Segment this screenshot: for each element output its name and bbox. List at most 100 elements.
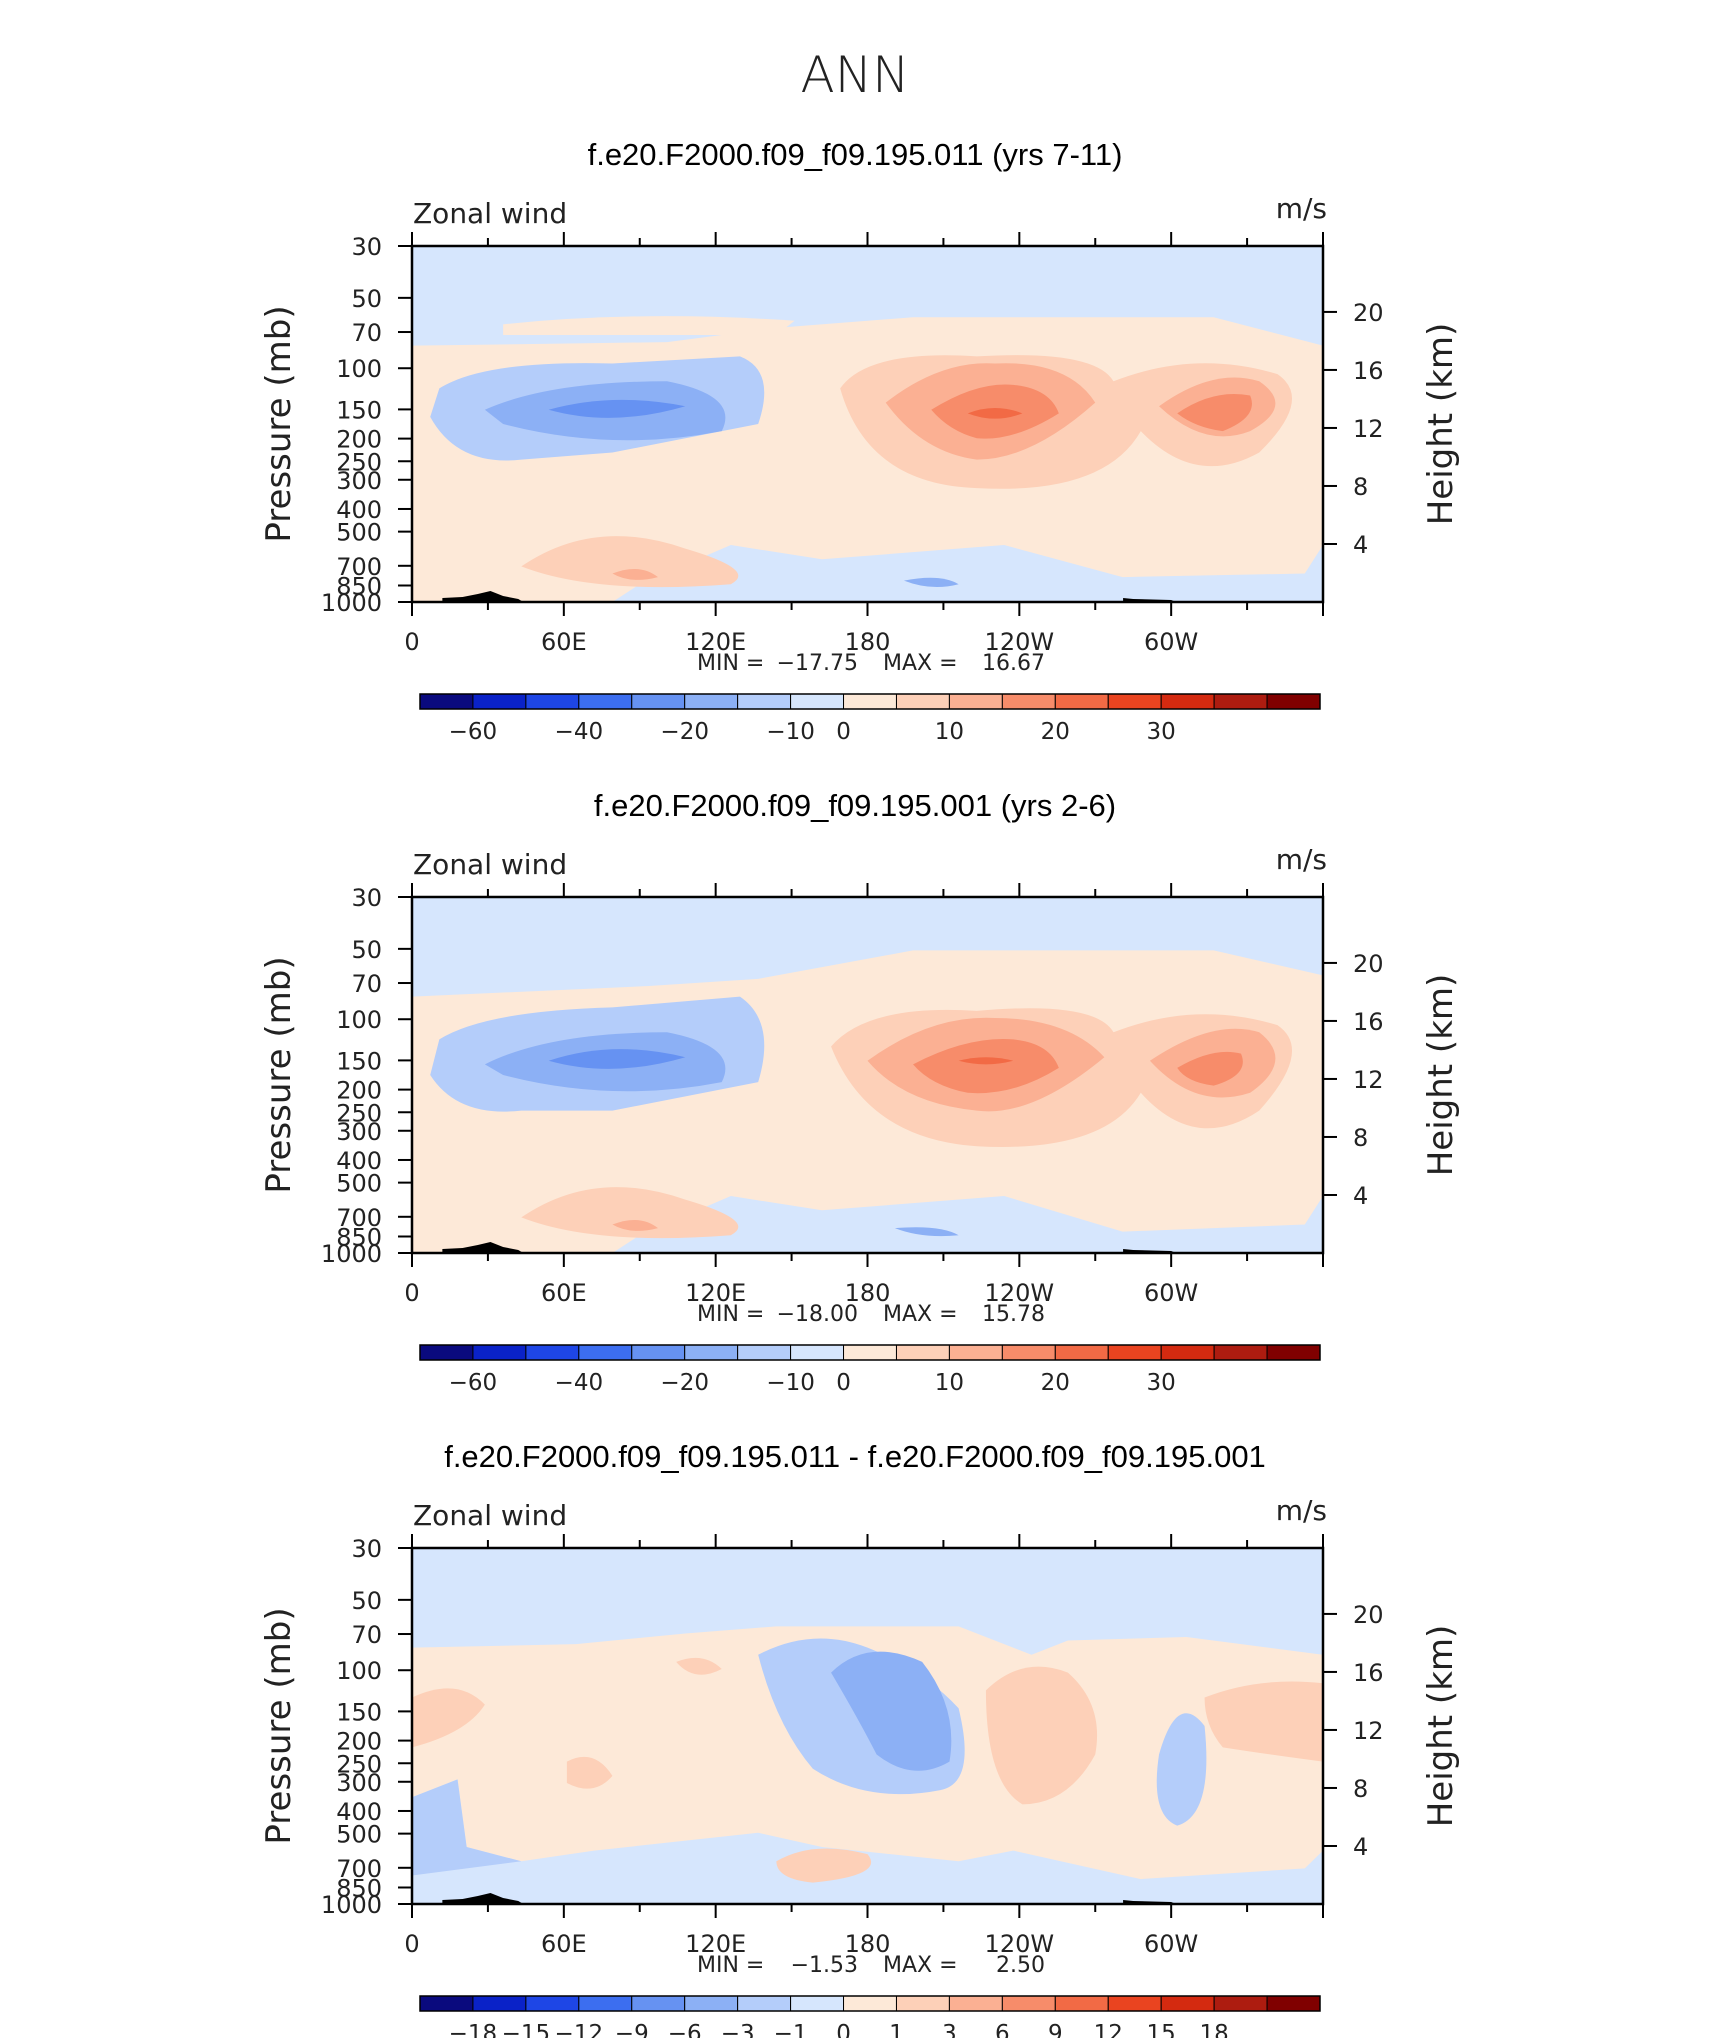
colorbar-box — [1107, 1344, 1162, 1361]
panel-1: f.e20.F2000.f09_f09.195.011 (yrs 7-11) Zo… — [259, 137, 1461, 745]
colorbar-frame — [419, 1344, 1321, 1361]
variable-label: Zonal wind — [413, 1499, 567, 1532]
x-tick-label: 120W — [985, 1930, 1055, 1958]
y-tick-label: 850 — [336, 1224, 382, 1252]
colorbar-box — [1001, 693, 1056, 710]
colorbar-box — [895, 693, 950, 710]
y2-tick-label: 20 — [1353, 299, 1384, 327]
y-tick-label: 500 — [336, 1170, 382, 1198]
colorbar-box — [419, 693, 474, 710]
contour-region-5 — [412, 1779, 522, 1876]
y-tick-label: 150 — [336, 1698, 382, 1726]
max-label: MAX = — [883, 651, 958, 676]
max-label: MAX = — [883, 1953, 958, 1978]
y2-tick-label: 4 — [1353, 531, 1368, 559]
y-tick-label: 200 — [336, 1728, 382, 1756]
colorbar-label: −40 — [555, 719, 604, 745]
contour-region-10 — [676, 1657, 722, 1675]
contour-region-3 — [831, 1651, 952, 1771]
y-tick-label: 70 — [351, 970, 382, 998]
colorbar-box — [790, 693, 845, 710]
contour-region-11 — [548, 399, 686, 418]
min-label: MIN = — [697, 651, 764, 676]
x-tick-label: 0 — [404, 628, 419, 656]
variable-label: Zonal wind — [413, 848, 567, 881]
colorbar-box — [895, 1995, 950, 2012]
x-axis: 0 60E 120E 180 120W 60W — [404, 232, 1324, 656]
colorbar-box — [1160, 693, 1215, 710]
colorbar-label: 12 — [1094, 2021, 1123, 2038]
colorbar-box — [684, 693, 739, 710]
y-tick-label: 250 — [336, 1750, 382, 1778]
contour-region-14 — [903, 577, 959, 588]
y-tick-label: 700 — [336, 1855, 382, 1883]
y-tick-label: 1000 — [321, 1891, 382, 1919]
contour-region-7 — [1204, 1681, 1323, 1762]
contour-region-6 — [985, 1666, 1098, 1805]
x-tick-label: 60W — [1144, 1279, 1198, 1307]
y-axis-label: Pressure (mb) — [259, 956, 299, 1193]
colorbar-box — [895, 1344, 950, 1361]
x-tick-label: 120E — [685, 1930, 746, 1958]
colorbar-label: −20 — [660, 1370, 709, 1396]
colorbar-box — [525, 1344, 580, 1361]
y-tick-label: 400 — [336, 1798, 382, 1826]
colorbar: −60 −40 −20 −10 0 10 20 30 — [419, 693, 1321, 745]
contour-region-8 — [412, 1688, 485, 1748]
colorbar-box — [948, 1995, 1003, 2012]
x-tick-label: 120W — [985, 1279, 1055, 1307]
y-tick-label: 100 — [336, 1657, 382, 1685]
y2-tick-label: 16 — [1353, 357, 1384, 385]
colorbar-box — [472, 693, 527, 710]
panel-3: f.e20.F2000.f09_f09.195.011 - f.e20.F200… — [259, 1439, 1461, 2038]
x-tick-label: 0 — [404, 1930, 419, 1958]
y-tick-label: 150 — [336, 396, 382, 424]
y-tick-label: 200 — [336, 1077, 382, 1105]
colorbar-box — [1266, 1995, 1321, 2012]
x-axis: 0 60E 120E 180 120W 60W — [404, 883, 1324, 1307]
x-tick-label: 180 — [845, 1279, 891, 1307]
y-tick-label: 50 — [351, 285, 382, 313]
y2-tick-label: 8 — [1353, 473, 1368, 501]
colorbar-box — [1001, 1995, 1056, 2012]
y2-tick-label: 16 — [1353, 1008, 1384, 1036]
y-tick-label: 30 — [351, 1535, 382, 1563]
colorbar-box — [578, 693, 633, 710]
contour-region-2 — [503, 316, 795, 335]
colorbar-box — [843, 1995, 897, 2012]
min-value: −17.75 — [777, 651, 858, 676]
x-tick-label: 0 — [404, 1279, 419, 1307]
colorbar-box — [1107, 693, 1162, 710]
colorbar-box — [948, 693, 1003, 710]
contour-region-13 — [894, 1227, 959, 1237]
colorbar-label: −15 — [502, 2021, 551, 2038]
colorbar-box — [737, 1995, 792, 2012]
y2-tick-label: 4 — [1353, 1182, 1368, 1210]
max-value: 2.50 — [996, 1953, 1045, 1978]
colorbar-label: 10 — [935, 1370, 964, 1396]
contour-region-7 — [1177, 393, 1252, 432]
colorbar-box — [684, 1344, 739, 1361]
colorbar-box — [1213, 693, 1268, 710]
y-tick-label: 850 — [336, 1875, 382, 1903]
colorbar-box — [578, 1344, 633, 1361]
x-tick-label: 120E — [685, 628, 746, 656]
contour-region-13 — [612, 568, 658, 580]
contour-region-6 — [1177, 1051, 1243, 1086]
colorbar-label: −12 — [555, 2021, 604, 2038]
units-label: m/s — [1276, 192, 1327, 225]
terrain-asia — [442, 591, 524, 602]
y2-axis-label: Height (km) — [1421, 974, 1461, 1177]
y-tick-label: 250 — [336, 1099, 382, 1127]
colorbar-label: 0 — [836, 719, 851, 745]
colorbar-box — [843, 693, 897, 710]
colorbar-box — [843, 1344, 897, 1361]
colorbar: −18 −15 −12 −9 −6 −3 −1 0 1 3 6 9 12 15 18 — [419, 1995, 1321, 2038]
y-tick-label: 700 — [336, 1204, 382, 1232]
y-tick-label: 300 — [336, 1769, 382, 1797]
y-tick-label: 30 — [351, 233, 382, 261]
contour-region-5 — [913, 1039, 1059, 1094]
y2-tick-label: 12 — [1353, 1717, 1384, 1745]
y2-tick-label: 4 — [1353, 1833, 1368, 1861]
contour-fields — [412, 950, 1323, 1253]
